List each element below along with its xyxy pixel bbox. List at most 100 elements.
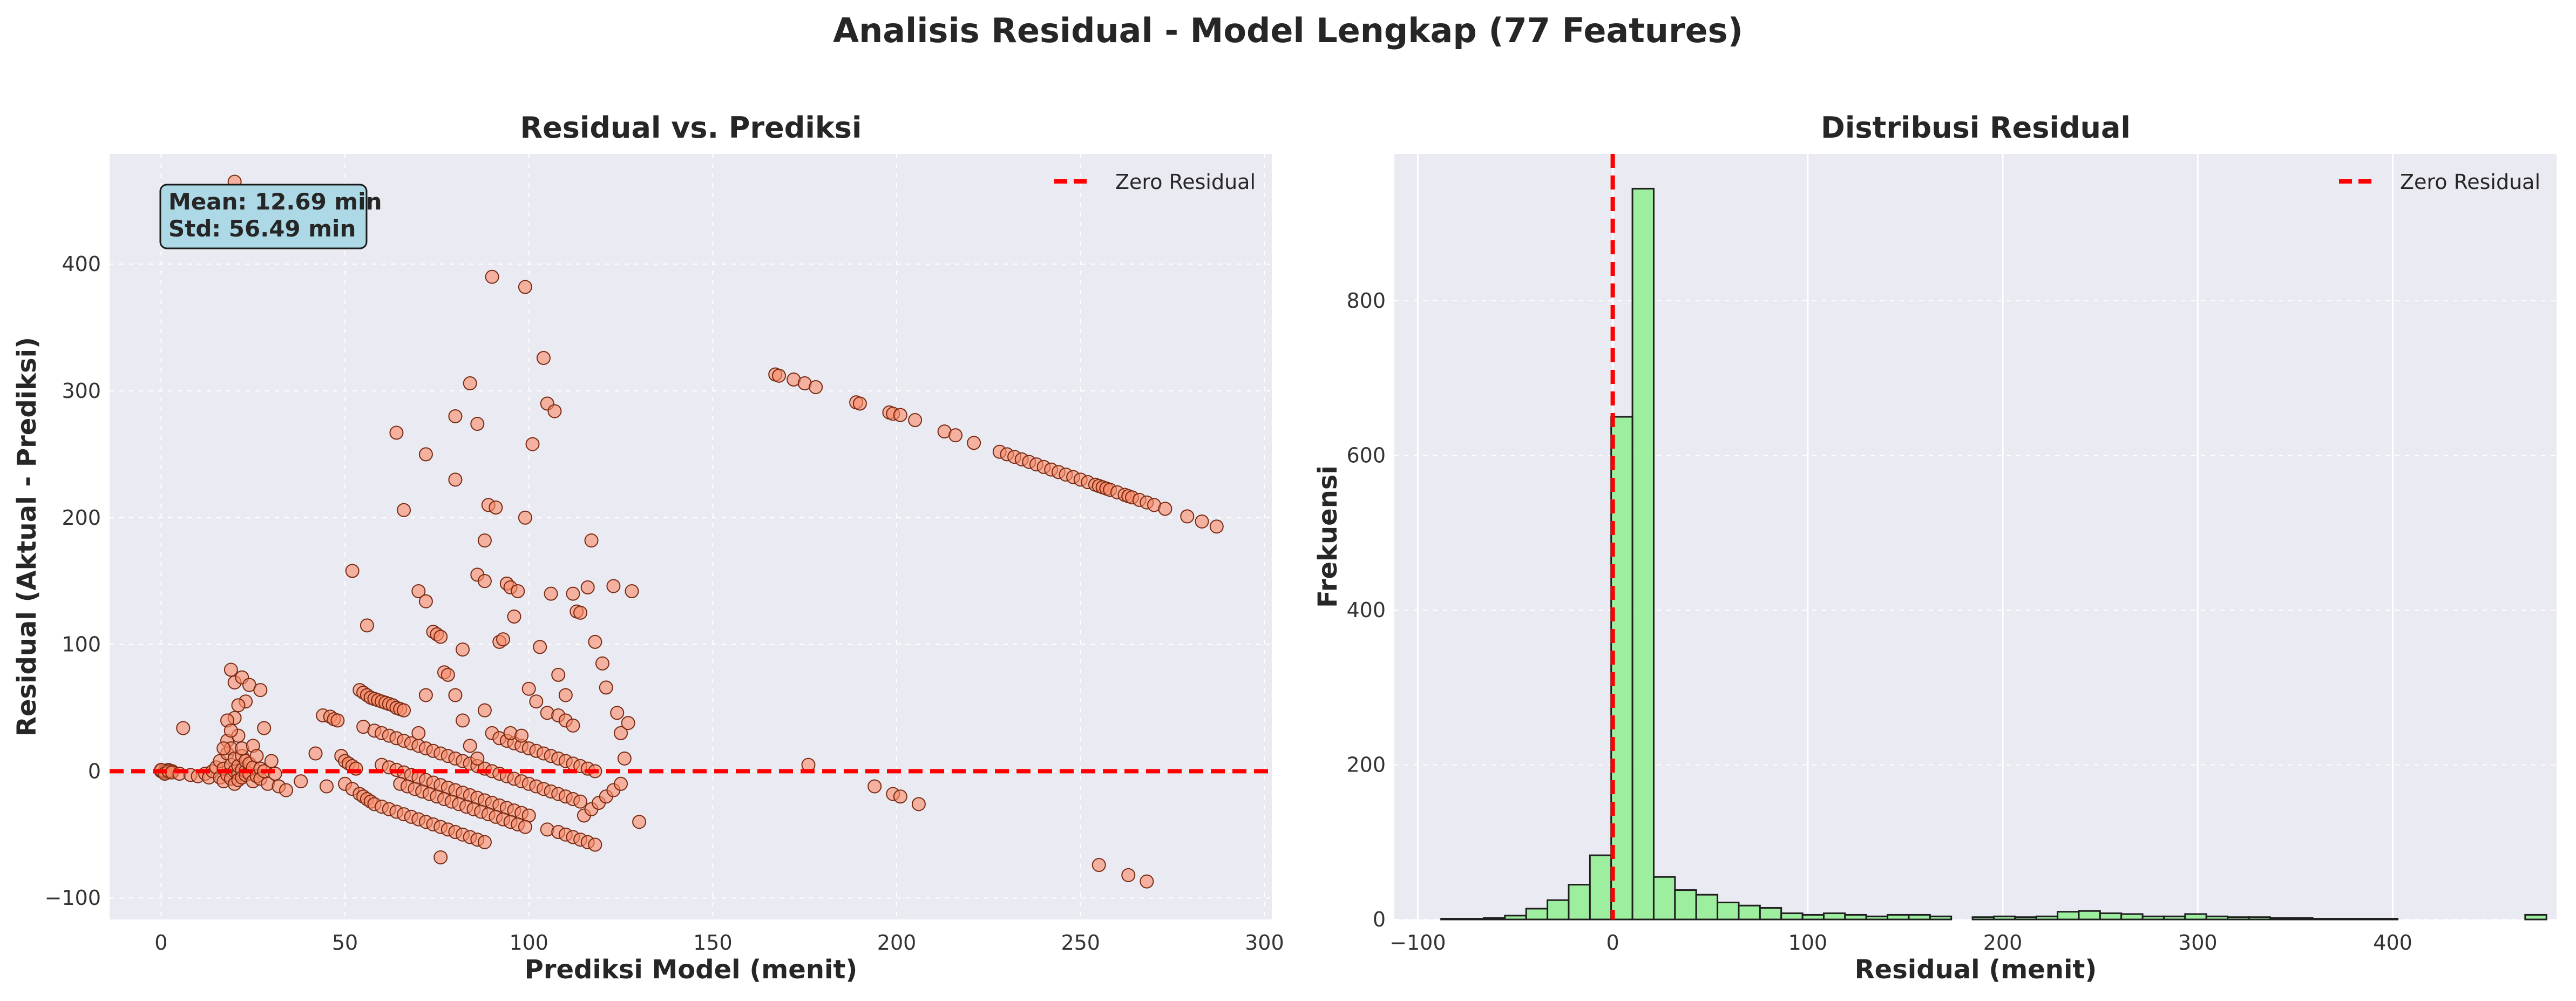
scatter-point [536,350,551,365]
histogram-bars [1440,187,2547,921]
scatter-point [544,586,558,601]
histogram-legend-label: Zero Residual [2400,170,2540,194]
scatter-point [809,380,823,394]
histogram-bar [2248,916,2271,921]
histogram-bar [2524,914,2547,921]
histogram-bar [1801,914,1825,921]
histogram-y-axis-label: Frekuensi [1313,465,1343,608]
histogram-bar [1738,904,1761,921]
histogram-x-tick-label: 0 [1606,931,1619,955]
histogram-bar [1971,916,1995,921]
scatter-point [518,510,532,525]
scatter-point [456,642,470,657]
scatter-point [477,574,492,589]
scatter-point [231,698,246,713]
scatter-points [154,174,1224,889]
scatter-point [360,618,374,633]
histogram-bar [1992,915,2016,921]
scatter-point [433,850,448,864]
scatter-point [463,739,477,753]
scatter-point [397,503,411,517]
scatter-point [456,713,470,728]
stats-std: Std: 56.49 min [168,215,356,242]
scatter-gridlines [110,154,1272,919]
histogram-y-tick-label: 400 [1346,598,1386,622]
scatter-point [249,749,264,763]
scatter-point [176,721,191,735]
histogram-y-tick-label: 0 [1373,908,1386,931]
scatter-point [470,417,485,431]
scatter-x-tick-label: 50 [332,931,358,955]
histogram-bar [1695,894,1719,921]
histogram-bar [2078,910,2101,921]
scatter-legend-label: Zero Residual [1115,170,1256,194]
histogram-bar [2057,911,2080,921]
stats-box [159,184,368,249]
histogram-bar [2120,913,2144,921]
scatter-x-ticks: 0 50 100 150 200 250 300 [154,931,1284,955]
scatter-point [533,640,547,654]
scatter-point [911,797,926,811]
scatter-point [529,694,544,709]
scatter-point [418,447,433,462]
scatter-point [518,820,532,834]
scatter-point [518,280,532,294]
scatter-point [584,533,599,548]
scatter-point [772,368,787,383]
scatter-point [1158,502,1172,516]
scatter-point [1121,868,1136,882]
histogram-bar [2035,915,2059,921]
histogram-bar [1482,917,1506,921]
scatter-point [345,564,360,578]
histogram-bar [1589,854,1612,921]
scatter-point [216,741,231,756]
histogram-title: Distribusi Residual [1821,111,2131,145]
scatter-x-tick-label: 250 [1061,931,1100,955]
scatter-point [551,667,566,682]
histogram-bar [1610,416,1633,921]
scatter-point [411,726,426,740]
scatter-point [418,688,433,702]
scatter-point [448,472,463,487]
histogram-bar [1865,915,1889,921]
scatter-point [852,396,867,411]
scatter-point [264,754,279,768]
scatter-point [477,835,492,849]
histogram-bar [1525,908,1549,921]
scatter-point [908,413,923,428]
scatter-point [525,437,540,451]
scatter-y-tick-label: 200 [62,506,101,530]
histogram-bar [1929,915,1953,921]
scatter-x-tick-label: 100 [509,931,548,955]
histogram-bar [1887,914,1910,921]
histogram-x-tick-label: −100 [1389,931,1446,955]
histogram-bar [1717,901,1740,921]
scatter-point [418,594,433,608]
scatter-point [470,751,485,766]
scatter-y-ticks: −100 0 100 200 300 400 [45,252,101,910]
histogram-bar [1631,187,1655,921]
histogram-y-tick-label: 200 [1346,753,1386,777]
scatter-point [580,580,595,594]
histogram-bar [1652,876,1676,921]
scatter-legend: Zero Residual [1054,170,1256,194]
scatter-point [606,579,621,593]
scatter-point [521,681,536,696]
scatter-point [588,634,602,649]
scatter-point [1180,509,1195,524]
scatter-point [477,703,492,718]
histogram-bar [2290,917,2314,921]
histogram-bar [2163,915,2186,921]
scatter-point [294,774,308,789]
scatter-point [588,837,602,852]
scatter-point [223,662,238,677]
scatter-point [496,632,511,647]
scatter-point [433,630,448,644]
scatter-point [547,404,562,418]
scatter-point [514,728,529,743]
scatter-plot-area [110,154,1272,919]
histogram-bar [1547,899,1570,921]
scatter-point [463,376,477,390]
